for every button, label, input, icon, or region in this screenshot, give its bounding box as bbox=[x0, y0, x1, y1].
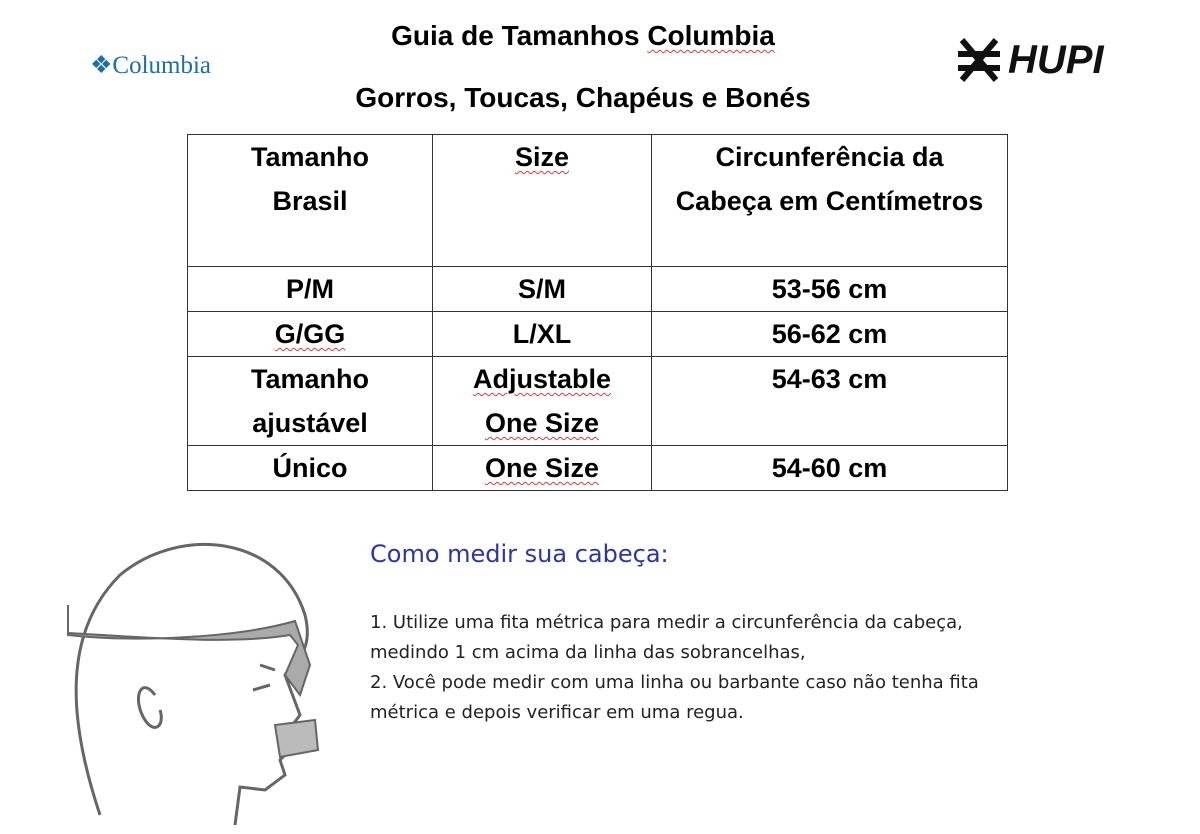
table-row: G/GG L/XL 56-62 cm bbox=[187, 311, 1008, 357]
table-header-row: Tamanho Brasil Size Circunferência da Ca… bbox=[187, 134, 1008, 267]
instructions-heading: Como medir sua cabeça: bbox=[370, 540, 669, 568]
measurement-instructions: Como medir sua cabeça: 1. Utilize uma fi… bbox=[370, 540, 979, 728]
diamond-icon: ❖ bbox=[90, 52, 113, 79]
header-brazil-size: Tamanho Brasil bbox=[187, 134, 433, 267]
instructions-text: 1. Utilize uma fita métrica para medir a… bbox=[370, 612, 979, 723]
header-size: Size bbox=[432, 134, 652, 267]
table-row: Tamanho ajustável Adjustable One Size 54-6… bbox=[187, 356, 1008, 446]
header-circumference: Circunferência da Cabeça em Centímetros bbox=[651, 134, 1008, 267]
columbia-logo: ❖Columbia bbox=[90, 52, 212, 79]
size-table: Tamanho Brasil Size Circunferência da Ca… bbox=[187, 134, 1008, 491]
head-measurement-illustration bbox=[67, 542, 320, 826]
page-subtitle: Gorros, Toucas, Chapéus e Bonés bbox=[355, 82, 811, 113]
table-row: Único One Size 54-60 cm bbox=[187, 445, 1008, 491]
table-row: P/M S/M 53-56 cm bbox=[187, 266, 1008, 312]
hupi-mark-icon bbox=[958, 38, 1000, 82]
hupi-logo: HUPI bbox=[956, 36, 1104, 84]
page-title: Guia de Tamanhos Columbia bbox=[391, 20, 775, 51]
